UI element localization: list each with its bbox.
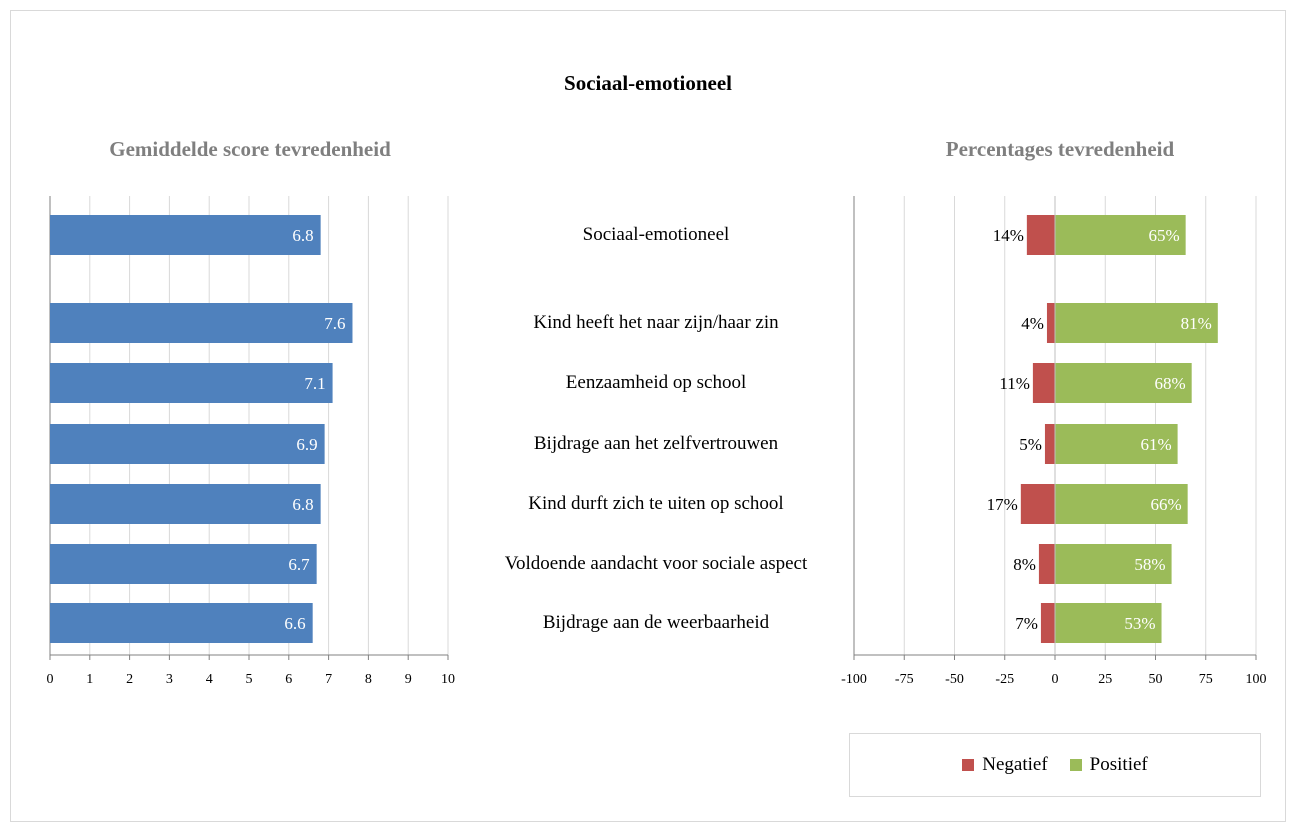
left-bar-value-label: 6.6: [284, 614, 305, 633]
legend-swatch-positief: [1069, 759, 1082, 771]
negatief-bar: [1040, 603, 1055, 643]
right-x-tick-label: -100: [841, 672, 867, 687]
category-label: Bijdrage aan het zelfvertrouwen: [533, 433, 779, 454]
negatief-bar: [1026, 215, 1055, 255]
positief-bar-label: 68%: [1155, 374, 1186, 393]
legend-label-negatief: Negatief: [982, 754, 1048, 775]
right-x-tick-label: 75: [1199, 672, 1213, 687]
left-x-tick-label: 5: [246, 672, 253, 687]
left-x-tick-label: 4: [206, 672, 213, 687]
left-bar-value-label: 7.6: [324, 314, 345, 333]
positief-bar-label: 66%: [1150, 495, 1181, 514]
left-bar-value-label: 6.9: [296, 435, 317, 454]
right-x-tick-label: -25: [995, 672, 1014, 687]
left-bar: [50, 603, 313, 643]
right-x-tick-label: 25: [1098, 672, 1112, 687]
left-x-tick-label: 10: [441, 672, 455, 687]
right-x-tick-label: 100: [1246, 672, 1267, 687]
negatief-bar-label: 17%: [987, 495, 1018, 514]
page-title: Sociaal-emotioneel: [564, 71, 732, 95]
positief-bar-label: 61%: [1140, 435, 1171, 454]
left-chart-title: Gemiddelde score tevredenheid: [109, 137, 391, 161]
left-x-tick-label: 0: [47, 672, 54, 687]
chart-frame: [10, 10, 1286, 822]
legend: Negatief Positief: [849, 733, 1261, 797]
right-chart-title: Percentages tevredenheid: [945, 137, 1175, 161]
left-x-tick-label: 2: [126, 672, 133, 687]
negatief-bar: [1038, 544, 1055, 584]
negatief-bar-label: 8%: [1013, 555, 1036, 574]
left-bar: [50, 215, 321, 255]
left-x-tick-label: 1: [86, 672, 93, 687]
right-x-tick-label: -50: [945, 672, 964, 687]
category-label: Sociaal-emotioneel: [582, 224, 730, 245]
left-x-tick-label: 3: [166, 672, 173, 687]
left-x-tick-label: 9: [405, 672, 412, 687]
left-x-tick-label: 6: [285, 672, 292, 687]
right-x-tick-label: -75: [895, 672, 914, 687]
negatief-bar-label: 14%: [993, 226, 1024, 245]
negatief-bar-label: 5%: [1019, 435, 1042, 454]
negatief-bar: [1020, 484, 1055, 524]
negatief-bar-label: 7%: [1015, 614, 1038, 633]
negatief-bar: [1046, 303, 1055, 343]
category-label: Kind heeft het naar zijn/haar zin: [533, 312, 779, 333]
positief-bar-label: 53%: [1124, 614, 1155, 633]
negatief-bar: [1044, 424, 1055, 464]
positief-bar: [1055, 544, 1172, 584]
positief-bar: [1055, 215, 1186, 255]
negatief-bar-label: 4%: [1021, 314, 1044, 333]
positief-bar-label: 65%: [1148, 226, 1179, 245]
category-label: Voldoende aandacht voor sociale aspect: [504, 553, 808, 574]
left-bar-value-label: 7.1: [304, 374, 325, 393]
legend-item-negatief: Negatief: [962, 754, 1048, 776]
category-label: Bijdrage aan de weerbaarheid: [542, 612, 770, 633]
positief-bar-label: 58%: [1134, 555, 1165, 574]
category-label: Kind durft zich te uiten op school: [528, 493, 784, 514]
negatief-bar-label: 11%: [999, 374, 1030, 393]
left-bar: [50, 363, 333, 403]
positief-bar: [1055, 484, 1188, 524]
positief-bar: [1055, 603, 1162, 643]
positief-bar: [1055, 303, 1218, 343]
positief-bar: [1055, 424, 1178, 464]
left-bar: [50, 484, 321, 524]
category-label: Eenzaamheid op school: [565, 372, 747, 393]
negatief-bar: [1032, 363, 1055, 403]
positief-bar: [1055, 363, 1192, 403]
right-x-tick-label: 50: [1149, 672, 1163, 687]
legend-item-positief: Positief: [1069, 754, 1148, 776]
legend-label-positief: Positief: [1089, 754, 1148, 775]
left-bar-value-label: 6.8: [292, 495, 313, 514]
right-x-tick-label: 0: [1052, 672, 1059, 687]
left-x-tick-label: 7: [325, 672, 332, 687]
left-bar-value-label: 6.8: [292, 226, 313, 245]
left-bar: [50, 424, 325, 464]
left-bar: [50, 544, 317, 584]
positief-bar-label: 81%: [1181, 314, 1212, 333]
left-bar-value-label: 6.7: [288, 555, 310, 574]
left-x-tick-label: 8: [365, 672, 372, 687]
legend-swatch-negatief: [962, 759, 975, 771]
left-bar: [50, 303, 353, 343]
